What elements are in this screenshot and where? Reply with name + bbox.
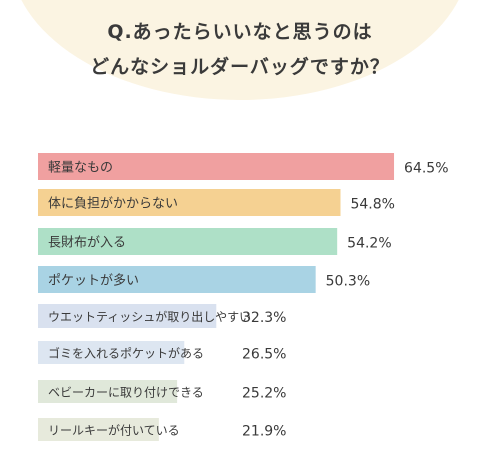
bar-2 [38, 189, 341, 216]
value-label-1: 64.5% [404, 161, 448, 177]
bar-3 [38, 228, 338, 255]
bar-label-7: ベビーカーに取り付けできる [48, 386, 204, 400]
bar-label-4: ポケットが多い [48, 273, 139, 289]
value-label-4: 50.3% [326, 274, 370, 290]
bar-6 [38, 341, 185, 364]
value-label-6: 26.5% [242, 347, 286, 363]
value-label-7: 25.2% [242, 386, 286, 402]
chart-title-line-1: Q.あったらいいなと思うのは [107, 21, 373, 43]
bar-label-8: リールキーが付いている [48, 423, 180, 438]
bar-label-3: 長財布が入る [48, 236, 126, 251]
bar-4 [38, 266, 316, 293]
value-label-8: 21.9% [242, 424, 286, 440]
bar-8 [38, 418, 159, 441]
chart-title-line-2: どんなショルダーバッグですか？ [90, 56, 390, 78]
bar-label-6: ゴミを入れるポケットがある [48, 346, 204, 361]
value-label-5: 32.3% [242, 310, 286, 326]
bar-label-5: ウエットティッシュが取り出しやすい [48, 309, 251, 324]
value-label-3: 54.2% [347, 236, 391, 252]
bar-label-2: 体に負担がかからない [48, 197, 178, 212]
bar-5 [38, 304, 217, 328]
bar-1 [38, 153, 395, 180]
bar-7 [38, 380, 178, 403]
bar-label-1: 軽量なもの [48, 161, 113, 176]
value-label-2: 54.8% [350, 197, 394, 213]
